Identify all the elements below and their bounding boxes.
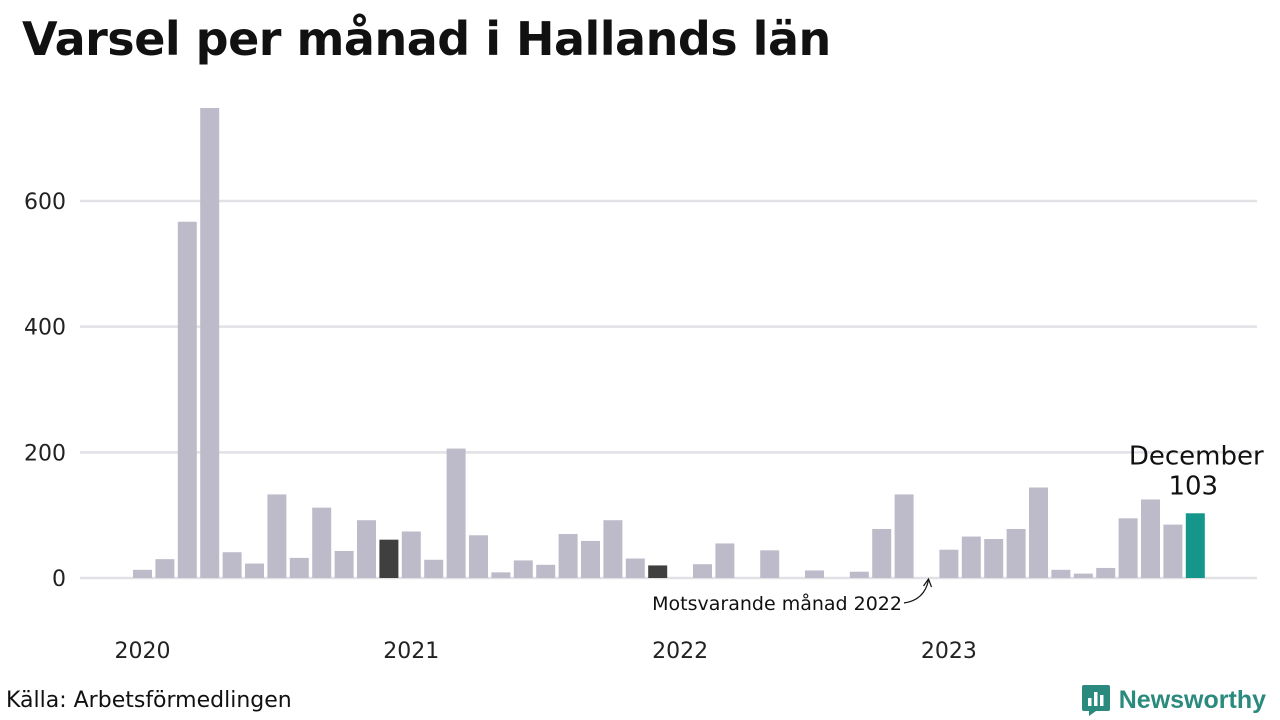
- bar: [1029, 487, 1048, 578]
- bar: [245, 563, 264, 578]
- bar: [289, 557, 309, 578]
- y-tick-label: 400: [24, 316, 66, 341]
- brand-logo[interactable]: Newsworthy: [1081, 683, 1266, 717]
- bar: [1051, 569, 1071, 578]
- y-axis-ticks: 0 200 400 600: [24, 190, 66, 592]
- bar: [849, 571, 869, 578]
- y-tick-label: 0: [52, 567, 66, 592]
- bar: [961, 536, 981, 578]
- bar: [1073, 573, 1093, 578]
- brand-name: Newsworthy: [1118, 685, 1266, 714]
- bar: [133, 569, 152, 578]
- bar: [558, 534, 578, 578]
- bar: [760, 550, 780, 578]
- bar: [267, 494, 287, 578]
- x-tick-label: 2021: [383, 639, 439, 664]
- newsworthy-logo-icon: [1081, 685, 1110, 716]
- bar: [625, 558, 645, 578]
- bar: [1096, 567, 1116, 578]
- bar: [424, 559, 444, 578]
- previous-year-label: Motsvarande månad 2022: [652, 592, 902, 615]
- bars: [133, 108, 1205, 578]
- bar: [1141, 499, 1160, 578]
- bar: [536, 564, 556, 578]
- y-tick-label: 200: [24, 441, 66, 466]
- bar: [222, 552, 242, 578]
- bar: [379, 539, 399, 578]
- bar: [872, 528, 892, 578]
- bar: [401, 531, 421, 578]
- bar: [984, 539, 1004, 578]
- x-tick-label: 2022: [652, 639, 708, 664]
- bar: [1006, 528, 1026, 578]
- bar: [715, 543, 735, 578]
- bar: [939, 549, 959, 578]
- annotation-arrow: [903, 579, 930, 604]
- bar: [491, 572, 511, 578]
- x-axis-ticks: 2020 2021 2022 2023: [115, 639, 977, 664]
- bar: [1185, 513, 1205, 578]
- source-note: Källa: Arbetsförmedlingen: [6, 688, 292, 713]
- annotation-arrowhead: [923, 577, 933, 588]
- bar: [581, 540, 600, 578]
- current-value-label: 103: [1168, 471, 1218, 501]
- bar: [1118, 518, 1138, 578]
- bar: [334, 550, 354, 578]
- bar: [357, 520, 376, 578]
- gridlines: [80, 199, 1257, 580]
- bar: [648, 565, 668, 578]
- bar: [469, 535, 488, 578]
- bar: [200, 108, 220, 578]
- bar: [177, 221, 197, 578]
- bar: [312, 507, 332, 578]
- bar: [155, 559, 175, 578]
- bar: [894, 494, 914, 578]
- bar: [805, 570, 824, 578]
- chart-title: Varsel per månad i Hallands län: [22, 12, 831, 66]
- current-month-label: December: [1129, 441, 1264, 471]
- bar: [1163, 524, 1183, 578]
- x-tick-label: 2023: [921, 639, 977, 664]
- bar: [603, 520, 623, 578]
- y-tick-label: 600: [24, 190, 66, 215]
- bar: [446, 448, 466, 578]
- bar: [513, 560, 533, 578]
- x-tick-label: 2020: [115, 639, 171, 664]
- bar: [693, 564, 712, 578]
